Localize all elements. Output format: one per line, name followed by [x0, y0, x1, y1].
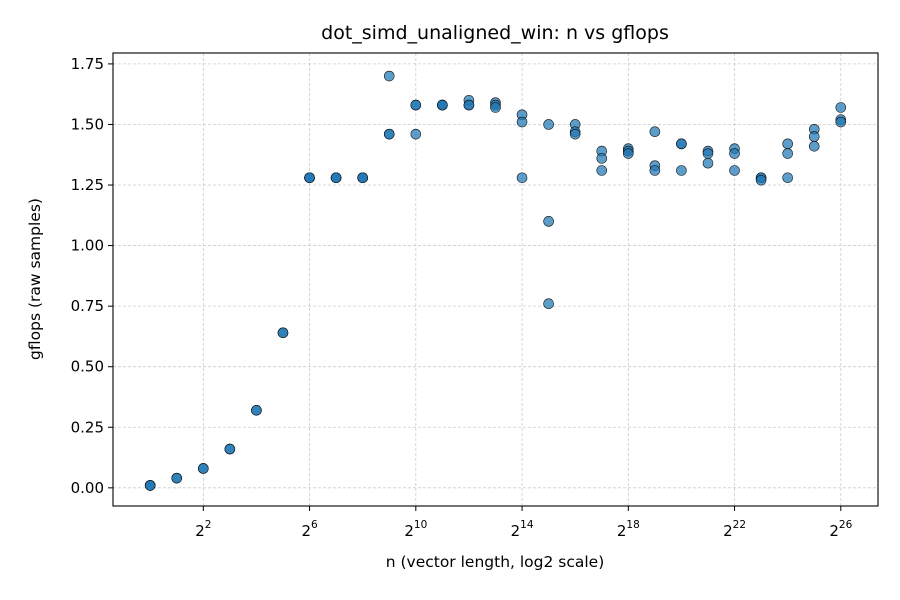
x-tick-base: 2: [617, 522, 627, 540]
data-point: [702, 157, 714, 169]
y-axis-label: gflops (raw samples): [26, 198, 44, 360]
x-tick-exponent: 2: [205, 519, 212, 531]
x-tick-label: 26: [301, 519, 318, 540]
data-point: [490, 102, 501, 113]
data-point: [649, 165, 661, 176]
data-point: [782, 172, 793, 184]
plot-frame: [112, 52, 879, 507]
data-point: [729, 165, 740, 176]
x-tick-label: 226: [829, 519, 852, 540]
x-tick-label: 214: [511, 519, 534, 540]
grid: [113, 53, 878, 506]
x-tick-exponent: 6: [311, 519, 318, 531]
data-point: [516, 172, 528, 184]
x-tick-base: 2: [511, 522, 521, 540]
x-tick-label: 222: [723, 519, 746, 540]
data-point: [543, 119, 554, 130]
data-point: [808, 140, 820, 152]
data-point: [463, 99, 475, 111]
data-point: [676, 165, 687, 176]
data-point: [357, 172, 368, 184]
x-tick-exponent: 26: [839, 519, 853, 531]
y-axis-ticks: 0.00 0.25 0.50 0.75 1.00 1.25 1.50 1.75: [71, 55, 113, 497]
x-tick-base: 2: [195, 522, 205, 540]
data-point: [410, 99, 422, 111]
data-point: [782, 148, 793, 159]
data-point: [676, 138, 687, 150]
data-point: [649, 126, 661, 138]
data-point: [543, 216, 554, 227]
data-point: [596, 165, 608, 176]
data-point: [623, 148, 634, 159]
data-point: [383, 70, 395, 82]
data-points: [144, 70, 847, 491]
y-tick-label: 1.25: [71, 176, 104, 194]
data-point: [304, 172, 315, 184]
y-tick-label: 0.50: [71, 358, 104, 376]
data-point: [144, 480, 156, 491]
x-tick-exponent: 14: [520, 519, 534, 531]
y-tick-label: 0.25: [71, 418, 104, 436]
data-point: [383, 128, 395, 140]
x-tick-exponent: 22: [733, 519, 746, 531]
y-tick-label: 1.50: [71, 115, 104, 133]
data-point: [171, 472, 183, 484]
data-point: [835, 102, 847, 113]
data-point: [702, 148, 714, 159]
data-point: [277, 327, 289, 339]
x-tick-label: 22: [195, 519, 211, 540]
y-tick-label: 1.75: [71, 55, 104, 73]
x-tick-exponent: 10: [414, 519, 427, 531]
data-point: [569, 128, 581, 140]
x-tick-base: 2: [829, 522, 839, 540]
y-tick-label: 0.75: [71, 297, 104, 315]
x-tick-exponent: 18: [626, 519, 639, 531]
data-point: [835, 116, 847, 128]
y-tick-label: 1.00: [71, 237, 104, 255]
x-tick-base: 2: [723, 522, 733, 540]
x-axis-ticks: 22 26 210 214 218 222 226: [195, 506, 853, 540]
x-tick-label: 210: [404, 519, 427, 540]
data-point: [543, 298, 554, 310]
data-point: [782, 138, 793, 150]
data-point: [596, 153, 608, 164]
data-point: [808, 131, 820, 142]
data-point: [198, 463, 209, 474]
data-point: [251, 405, 262, 416]
data-point: [224, 443, 236, 455]
data-point: [437, 99, 448, 111]
data-point: [330, 172, 342, 184]
data-point: [410, 128, 422, 140]
y-tick-label: 0.00: [71, 479, 104, 497]
data-point: [755, 174, 767, 186]
x-tick-label: 218: [617, 519, 640, 540]
x-axis-label: n (vector length, log2 scale): [386, 553, 605, 571]
data-point: [516, 116, 528, 128]
x-tick-base: 2: [301, 522, 311, 540]
chart-title: dot_simd_unaligned_win: n vs gflops: [321, 22, 669, 44]
x-tick-base: 2: [404, 522, 414, 540]
data-point: [729, 148, 740, 159]
